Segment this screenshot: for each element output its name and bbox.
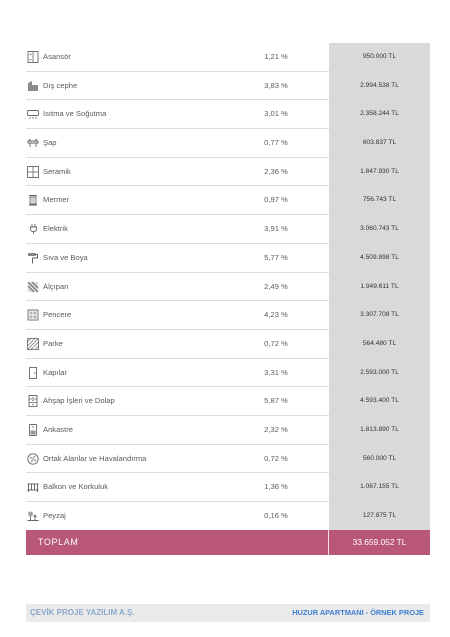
item-percentage: 2,36 %	[264, 166, 288, 176]
item-label: Ankastre	[43, 424, 73, 434]
table-row: Elektrik 3,91 % 3.060.743 TL	[26, 215, 430, 244]
item-amount: 756.743 TL	[329, 186, 430, 216]
item-percentage: 1,21 %	[264, 52, 288, 61]
table-row: Şap 0,77 % 603.837 TL	[26, 129, 430, 158]
item-amount: 2.994.538 TL	[329, 71, 430, 101]
item-percentage: 4,23 %	[264, 310, 288, 320]
item-label: Sıva ve Boya	[43, 252, 88, 262]
item-percentage: 0,77 %	[264, 138, 288, 148]
item-percentage: 0,72 %	[264, 453, 288, 463]
total-label: TOPLAM	[38, 537, 79, 547]
parquet-icon	[27, 337, 39, 350]
item-label: Balkon ve Korkuluk	[43, 482, 109, 492]
item-percentage: 1,36 %	[264, 482, 288, 492]
item-percentage: 5,87 %	[264, 396, 288, 406]
item-percentage: 0,72 %	[264, 338, 288, 348]
item-label: Alçıpan	[43, 281, 69, 291]
fixtures-icon	[27, 423, 39, 436]
item-label: Dış cephe	[43, 80, 78, 90]
total-amount: 33.659.052 TL	[352, 537, 407, 547]
item-amount: 1.067.155 TL	[329, 473, 430, 502]
item-amount: 3.307.708 TL	[329, 301, 430, 330]
screed-icon	[27, 137, 39, 149]
item-label: Parke	[43, 338, 63, 348]
item-amount: 564.480 TL	[329, 329, 430, 359]
table-row: Mermer 0,97 % 756.743 TL	[26, 186, 430, 216]
table-row: Kapılar 3,31 % 2.593.000 TL	[26, 358, 430, 388]
item-amount: 2.593.000 TL	[329, 358, 430, 388]
item-amount: 4.593.400 TL	[329, 387, 430, 416]
table-row: Sıva ve Boya 5,77 % 4.509.898 TL	[26, 243, 430, 273]
railing-icon	[27, 481, 39, 493]
table-row: Parke 0,72 % 564.480 TL	[26, 329, 430, 359]
total-divider	[328, 530, 329, 555]
item-label: Asansör	[43, 52, 71, 61]
table-row: Ankastre 2,32 % 1.813.890 TL	[26, 415, 430, 445]
item-label: Pencere	[43, 310, 72, 320]
table-row: Balkon ve Korkuluk 1,36 % 1.067.155 TL	[26, 473, 430, 502]
item-label: Kapılar	[43, 367, 68, 377]
air-conditioner-icon	[27, 108, 39, 120]
item-amount: 3.060.743 TL	[329, 215, 430, 244]
cost-table: Asansör 1,21 % 950.000 TL Dış cephe 3,83 % 2.…	[26, 43, 430, 531]
item-percentage: 3,31 %	[264, 367, 288, 377]
table-row: Ortak Alanlar ve Havalandırma 0,72 % 560.0…	[26, 444, 430, 474]
item-percentage: 3,83 %	[264, 80, 288, 90]
company-name: ÇEVİK PROJE YAZILIM A.Ş.	[30, 608, 135, 617]
item-percentage: 2,49 %	[264, 281, 288, 291]
table-row: Alçıpan 2,49 % 1.949.611 TL	[26, 272, 430, 302]
item-percentage: 0,97 %	[264, 195, 288, 205]
table-row: Dış cephe 3,83 % 2.994.538 TL	[26, 71, 430, 101]
landscape-icon	[27, 510, 39, 522]
table-row: Seramik 2,36 % 1.847.930 TL	[26, 157, 430, 187]
paint-roller-icon	[27, 252, 39, 264]
item-percentage: 3,01 %	[264, 109, 288, 119]
window-icon	[27, 309, 39, 321]
page-footer: ÇEVİK PROJE YAZILIM A.Ş. HUZUR APARTMANI…	[26, 604, 430, 622]
table-row: Pencere 4,23 % 3.307.708 TL	[26, 301, 430, 330]
item-amount: 2.358.244 TL	[329, 100, 430, 130]
table-row: Isıtma ve Soğutma 3,01 % 2.358.244 TL	[26, 100, 430, 130]
electric-plug-icon	[27, 223, 39, 235]
item-label: Elektrik	[43, 224, 68, 234]
facade-icon	[27, 80, 39, 92]
ventilation-fan-icon	[27, 452, 39, 465]
project-name: HUZUR APARTMANI - ÖRNEK PROJE	[292, 608, 424, 617]
marble-icon	[27, 194, 39, 206]
item-amount: 1.813.890 TL	[329, 415, 430, 445]
door-icon	[27, 366, 39, 379]
item-label: Şap	[43, 138, 57, 148]
item-label: Mermer	[43, 195, 70, 205]
item-amount: 560.000 TL	[329, 444, 430, 474]
table-row: Asansör 1,21 % 950.000 TL	[26, 43, 430, 72]
item-label: Isıtma ve Soğutma	[43, 109, 107, 119]
item-label: Peyzaj	[43, 511, 66, 520]
item-percentage: 2,32 %	[264, 424, 288, 434]
elevator-icon	[27, 51, 39, 63]
cabinet-icon	[27, 395, 39, 408]
item-amount: 1.847.930 TL	[329, 157, 430, 187]
table-row: Peyzaj 0,16 % 127.875 TL	[26, 502, 430, 531]
item-amount: 1.949.611 TL	[329, 272, 430, 302]
drywall-icon	[27, 281, 39, 293]
tile-icon	[27, 165, 39, 178]
item-label: Ahşap İşleri ve Dolap	[43, 396, 115, 406]
item-percentage: 5,77 %	[264, 252, 288, 262]
table-row: Ahşap İşleri ve Dolap 5,87 % 4.593.400 TL	[26, 387, 430, 416]
item-label: Ortak Alanlar ve Havalandırma	[43, 453, 147, 463]
item-percentage: 0,16 %	[264, 511, 288, 520]
item-amount: 950.000 TL	[329, 43, 430, 72]
item-label: Seramik	[43, 166, 71, 176]
item-percentage: 3,91 %	[264, 224, 288, 234]
item-amount: 603.837 TL	[329, 129, 430, 158]
item-amount: 127.875 TL	[329, 502, 430, 531]
total-row: TOPLAM 33.659.052 TL	[26, 530, 430, 555]
item-amount: 4.509.898 TL	[329, 243, 430, 273]
